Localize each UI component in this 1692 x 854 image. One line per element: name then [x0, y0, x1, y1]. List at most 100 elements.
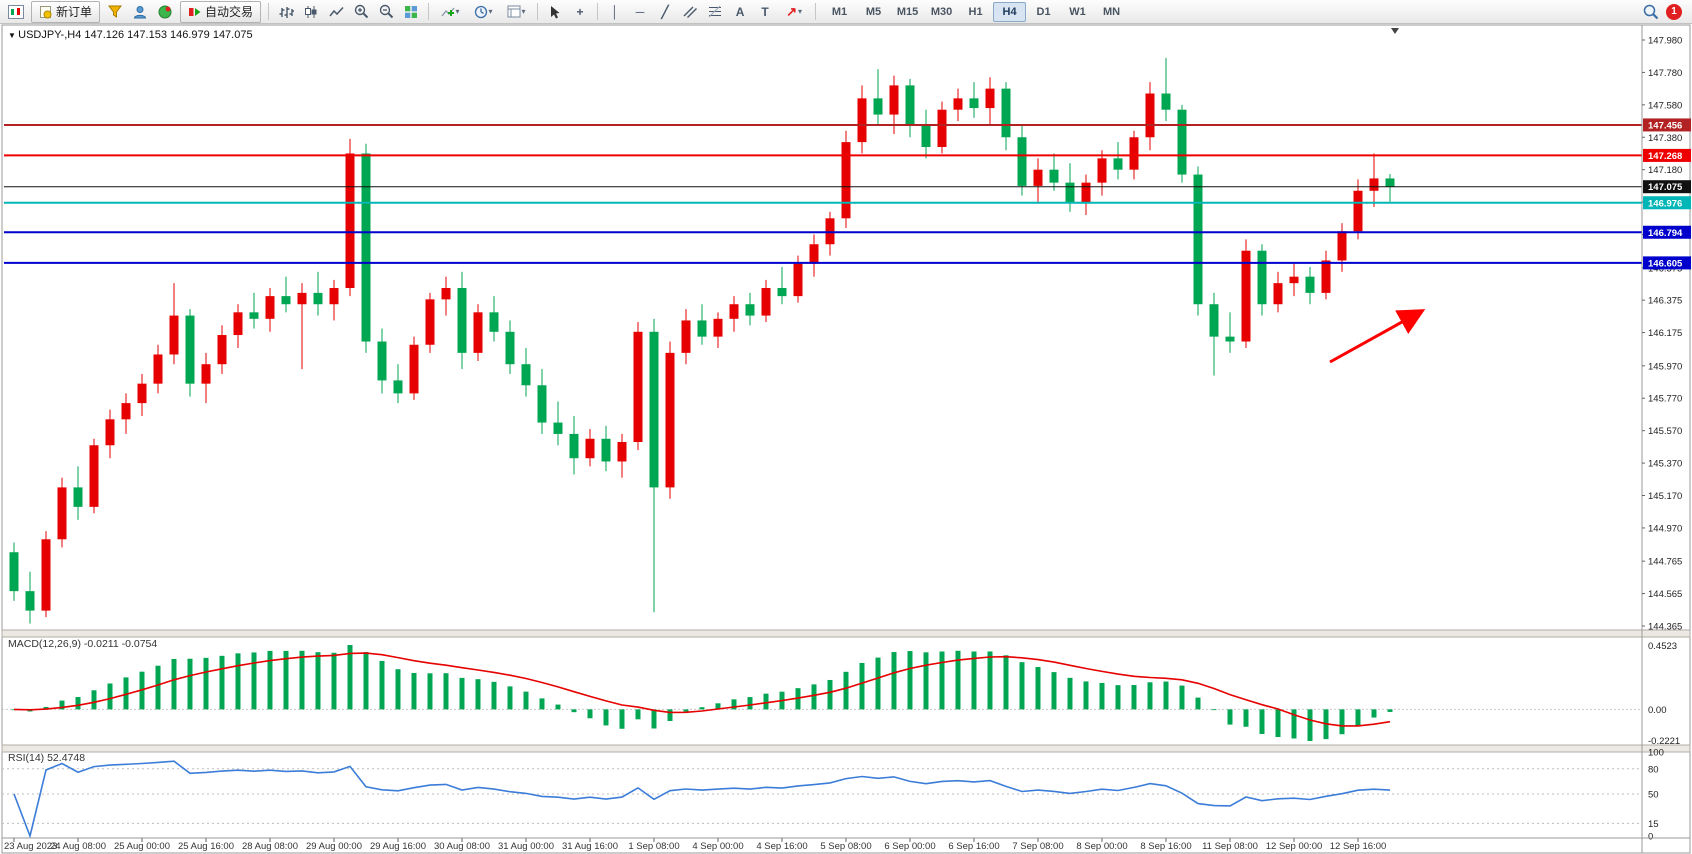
candle [265, 296, 275, 319]
timeframe-m15[interactable]: M15 [896, 5, 919, 18]
community-icon[interactable] [153, 1, 177, 23]
candle [873, 98, 883, 115]
price-tick-label: 147.180 [1648, 165, 1682, 176]
one-click-trading-toggle[interactable]: ▼ [8, 31, 18, 40]
zoom-in-icon[interactable] [349, 1, 373, 23]
text-label-icon[interactable]: T [761, 4, 769, 19]
dropdown-caret-icon: ▾ [455, 7, 460, 16]
chart-shift-marker-icon[interactable] [1391, 28, 1399, 34]
candle [633, 331, 643, 443]
candle [345, 153, 355, 289]
candle [585, 438, 595, 459]
candle [425, 299, 435, 345]
horizontal-line-icon[interactable]: ─ [635, 4, 645, 19]
candle [729, 304, 739, 319]
price-badge-label: 147.268 [1648, 151, 1682, 162]
macd-bar [859, 662, 865, 710]
timeframe-h4[interactable]: H4 [993, 1, 1027, 22]
candle [457, 288, 467, 353]
macd-bar [1179, 685, 1185, 710]
timeframe-d1[interactable]: D1 [1036, 5, 1051, 18]
macd-panel-splitter[interactable] [1, 629, 1691, 638]
arrows-tool-icon[interactable]: ↗ ▾ [778, 1, 810, 23]
fibonacci-icon[interactable] [703, 1, 727, 23]
candle [745, 304, 755, 316]
macd-bar [491, 681, 497, 710]
main-toolbar: 新订单 自动交易 [0, 0, 1692, 24]
macd-bar [459, 677, 465, 710]
candle [1065, 182, 1075, 203]
candle [1081, 182, 1091, 203]
candle [985, 88, 995, 109]
bar-chart-type-icon[interactable] [274, 1, 298, 23]
candle [313, 292, 323, 305]
time-tick-label: 29 Aug 16:00 [370, 841, 426, 852]
macd-bar [1387, 709, 1393, 712]
zoom-out-icon[interactable] [374, 1, 398, 23]
trendline-icon[interactable]: ╱ [661, 4, 669, 19]
candlestick-chart-type-icon[interactable] [299, 1, 323, 23]
chat-icon[interactable] [128, 1, 152, 23]
toolbar-separator [268, 3, 270, 20]
timeframe-m5[interactable]: M5 [865, 5, 882, 18]
market-depth-icon[interactable] [103, 1, 127, 23]
candle [169, 315, 179, 355]
timeframe-m1[interactable]: M1 [831, 5, 848, 18]
candle [537, 385, 547, 423]
macd-bar [731, 699, 737, 710]
candle [681, 320, 691, 353]
macd-bar [395, 669, 401, 710]
arrow-glyph-icon: ↗ [786, 3, 797, 19]
line-chart-type-icon[interactable] [324, 1, 348, 23]
price-badge-label: 147.075 [1648, 182, 1683, 193]
macd-bar [1163, 681, 1169, 710]
candle [1177, 109, 1187, 175]
candle [41, 539, 51, 611]
timeframe-h1[interactable]: H1 [968, 5, 983, 18]
trend-arrow-annotation[interactable] [1329, 309, 1426, 364]
templates-menu-icon[interactable]: ▾ [500, 1, 532, 23]
candle [521, 364, 531, 386]
crosshair-icon[interactable]: + [576, 4, 584, 19]
vertical-line-icon[interactable]: │ [611, 4, 619, 19]
candle [1225, 336, 1235, 342]
time-tick-label: 24 Aug 08:00 [50, 841, 106, 852]
candle [777, 288, 787, 297]
macd-bar [43, 706, 49, 710]
notifications-badge[interactable]: 1 [1666, 3, 1682, 20]
search-icon[interactable] [1639, 1, 1663, 23]
new-order-button[interactable]: 新订单 [31, 0, 101, 23]
candle [921, 125, 931, 147]
time-tick-label: 4 Sep 00:00 [692, 841, 743, 852]
cursor-icon[interactable] [543, 1, 567, 23]
time-tick-label: 6 Sep 00:00 [884, 841, 935, 852]
macd-bar [555, 704, 561, 710]
timeframes-menu-icon[interactable]: ▾ [467, 1, 499, 23]
timeframe-m30[interactable]: M30 [930, 5, 953, 18]
rsi-panel-splitter[interactable] [1, 744, 1691, 753]
timeframe-w1[interactable]: W1 [1069, 5, 1086, 18]
time-tick-label: 23 Aug 2023 [4, 841, 57, 852]
macd-bar [1067, 677, 1073, 710]
candle [1033, 169, 1043, 186]
candle [841, 142, 851, 219]
candle-wick [781, 266, 783, 305]
candle [1241, 250, 1251, 342]
time-tick-label: 6 Sep 16:00 [948, 841, 999, 852]
macd-bar [1131, 685, 1137, 710]
dropdown-caret-icon: ▾ [488, 7, 493, 16]
macd-bar [1243, 709, 1249, 727]
level-price-badge: 147.268 [1643, 148, 1691, 162]
equidistant-channel-icon[interactable] [678, 1, 702, 23]
text-icon[interactable]: A [735, 4, 745, 19]
autotrading-button[interactable]: 自动交易 [180, 0, 262, 23]
time-tick-label: 31 Aug 00:00 [498, 841, 554, 852]
timeframe-mn[interactable]: MN [1102, 5, 1121, 18]
candle [121, 403, 131, 420]
indicators-menu-icon[interactable]: ▾ [434, 1, 466, 23]
macd-scale-label: -0.2221 [1648, 736, 1680, 747]
chart-window-icon[interactable] [4, 1, 28, 23]
dropdown-caret-icon: ▾ [797, 7, 802, 16]
tile-windows-icon[interactable] [399, 1, 423, 23]
